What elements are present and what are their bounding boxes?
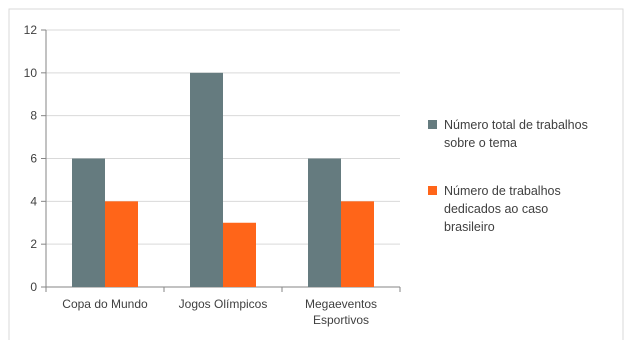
category-label-line: Jogos Olímpicos: [179, 297, 268, 311]
legend-label-2: Número de trabalhos dedicados ao caso bras…: [444, 184, 561, 234]
category-label-line: Copa do Mundo: [62, 297, 148, 311]
y-tick-label: 4: [30, 194, 37, 208]
plot-area: 0 2 4 6 8 10 12 Copa do Mundo Jogos Olímpicos Meg…: [24, 23, 401, 327]
legend-label-line: dedicados ao caso: [444, 202, 548, 216]
category-label: Jogos Olímpicos: [179, 297, 268, 311]
y-tick-label: 10: [24, 66, 38, 80]
legend-label-line: sobre o tema: [444, 136, 517, 150]
category-label: Megaeventos Esportivos: [305, 297, 377, 327]
legend-swatch-1: [428, 120, 437, 129]
y-tick-label: 12: [24, 23, 38, 37]
legend-label-line: Número total de trabalhos: [444, 118, 588, 132]
y-tick-label: 2: [30, 237, 37, 251]
category-label: Copa do Mundo: [62, 297, 148, 311]
bar-series2-3: [341, 201, 374, 287]
y-tick-label: 0: [30, 280, 37, 294]
bar-series1-2: [190, 72, 223, 287]
bar-series1-1: [72, 158, 105, 287]
legend-label-1: Número total de trabalhos sobre o tema: [444, 118, 588, 150]
legend: Número total de trabalhos sobre o temaNúm…: [428, 118, 588, 234]
legend-label-line: brasileiro: [444, 220, 495, 234]
y-tick-label: 8: [30, 109, 37, 123]
bar-series2-2: [223, 222, 256, 287]
bar-series1-3: [308, 158, 341, 287]
category-label-line: Megaeventos: [305, 297, 377, 311]
frame-border: [8, 8, 624, 340]
y-tick-label: 6: [30, 152, 37, 166]
bar-series2-1: [105, 201, 138, 287]
category-label-line: Esportivos: [313, 313, 369, 327]
legend-label-line: Número de trabalhos: [444, 184, 561, 198]
legend-swatch-2: [428, 186, 437, 195]
